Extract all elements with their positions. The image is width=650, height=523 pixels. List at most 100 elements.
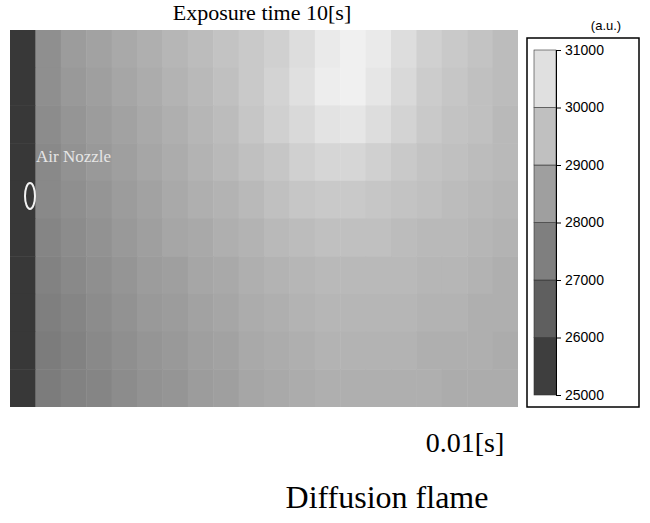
cell bbox=[35, 369, 61, 407]
cell bbox=[188, 143, 214, 181]
cell bbox=[61, 30, 87, 68]
cell bbox=[493, 181, 518, 219]
cell bbox=[239, 68, 265, 106]
cell bbox=[213, 369, 239, 407]
cell bbox=[188, 294, 214, 332]
cell bbox=[86, 30, 112, 68]
cell bbox=[61, 332, 87, 370]
cell bbox=[289, 332, 315, 370]
colorbar-swatch bbox=[534, 50, 556, 108]
tick-label: 25000 bbox=[565, 387, 604, 403]
cell bbox=[289, 369, 315, 407]
cell bbox=[442, 256, 468, 294]
colorbar-swatch bbox=[534, 223, 556, 281]
cell bbox=[340, 105, 366, 143]
tick-label: 28000 bbox=[565, 214, 604, 230]
cell bbox=[315, 105, 341, 143]
cell bbox=[315, 30, 341, 68]
cell bbox=[137, 294, 163, 332]
cell bbox=[10, 332, 36, 370]
cell bbox=[10, 369, 36, 407]
cell bbox=[112, 143, 138, 181]
cell bbox=[366, 369, 392, 407]
colorbar-label: (a.u.) bbox=[591, 18, 621, 33]
cell bbox=[239, 219, 265, 257]
tick-label: 27000 bbox=[565, 272, 604, 288]
cell bbox=[467, 105, 493, 143]
cell bbox=[162, 68, 188, 106]
cell bbox=[239, 143, 265, 181]
cell bbox=[289, 256, 315, 294]
tick: 26000 bbox=[556, 329, 604, 345]
cell bbox=[35, 181, 61, 219]
cell bbox=[213, 332, 239, 370]
cell bbox=[112, 256, 138, 294]
cell bbox=[467, 294, 493, 332]
cell bbox=[315, 256, 341, 294]
tick-mark bbox=[556, 223, 561, 224]
cell bbox=[10, 219, 36, 257]
cell bbox=[10, 256, 36, 294]
cell bbox=[86, 181, 112, 219]
cell bbox=[35, 68, 61, 106]
cell bbox=[416, 30, 442, 68]
cell bbox=[61, 105, 87, 143]
cell bbox=[264, 332, 290, 370]
cell bbox=[112, 294, 138, 332]
annotation: Air Nozzle bbox=[36, 147, 111, 166]
tick-mark bbox=[556, 165, 561, 166]
cell bbox=[264, 143, 290, 181]
cell bbox=[188, 369, 214, 407]
tick: 27000 bbox=[556, 272, 604, 288]
cell bbox=[264, 256, 290, 294]
cell bbox=[137, 256, 163, 294]
cell bbox=[213, 105, 239, 143]
cell bbox=[86, 105, 112, 143]
cell bbox=[137, 219, 163, 257]
cell bbox=[442, 369, 468, 407]
cell bbox=[61, 219, 87, 257]
cell bbox=[340, 181, 366, 219]
cell bbox=[162, 369, 188, 407]
cell bbox=[264, 105, 290, 143]
cell bbox=[61, 181, 87, 219]
annotation: 0.01[s] bbox=[426, 427, 505, 458]
cell bbox=[162, 294, 188, 332]
cell bbox=[162, 30, 188, 68]
cell bbox=[35, 256, 61, 294]
cell bbox=[416, 294, 442, 332]
cell bbox=[239, 105, 265, 143]
cell bbox=[442, 219, 468, 257]
cell bbox=[289, 105, 315, 143]
cell bbox=[442, 105, 468, 143]
cell bbox=[416, 181, 442, 219]
cell bbox=[315, 68, 341, 106]
cell bbox=[416, 143, 442, 181]
cell bbox=[137, 369, 163, 407]
cell bbox=[137, 143, 163, 181]
cell bbox=[213, 181, 239, 219]
tick-label: 31000 bbox=[565, 42, 604, 58]
cell bbox=[315, 332, 341, 370]
tick-mark bbox=[556, 338, 561, 339]
cell bbox=[61, 68, 87, 106]
cell bbox=[112, 105, 138, 143]
colorbar-swatch bbox=[534, 280, 556, 338]
cell bbox=[467, 143, 493, 181]
cell bbox=[416, 68, 442, 106]
cell bbox=[366, 30, 392, 68]
heatmap bbox=[10, 30, 518, 407]
cell bbox=[188, 181, 214, 219]
colorbar-swatch bbox=[534, 338, 556, 396]
cell bbox=[340, 143, 366, 181]
cell bbox=[493, 105, 518, 143]
cell bbox=[467, 219, 493, 257]
cell bbox=[112, 68, 138, 106]
cell bbox=[137, 105, 163, 143]
cell bbox=[112, 219, 138, 257]
cell bbox=[188, 68, 214, 106]
cell bbox=[112, 369, 138, 407]
cell bbox=[86, 332, 112, 370]
cell bbox=[340, 332, 366, 370]
tick: 30000 bbox=[556, 99, 604, 115]
